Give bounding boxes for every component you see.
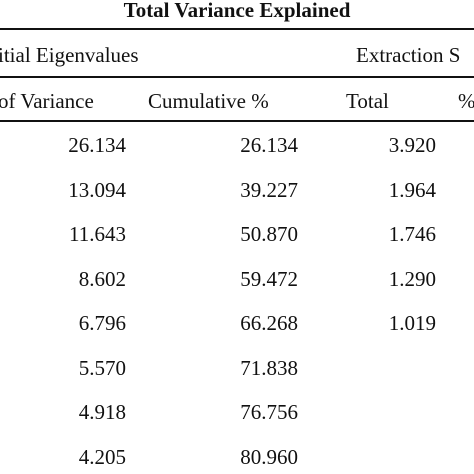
cell-variance: 5.570 [78,356,126,380]
cell-total: 1.019 [388,311,436,335]
col-header-pct: % [458,89,474,113]
cell-cumulative: 71.838 [240,356,298,380]
cell-variance: 6.796 [78,311,126,335]
cell-cumulative: 80.960 [240,445,298,469]
table-title: Total Variance Explained [123,0,351,22]
cell-total: 3.920 [388,133,436,157]
col-header-cumulative: Cumulative % [148,89,269,113]
cell-variance: 13.094 [68,178,126,202]
cell-cumulative: 66.268 [240,311,298,335]
col-header-total: Total [346,89,389,113]
top-rule [0,28,474,30]
col-header-variance: of Variance [0,89,94,113]
cell-cumulative: 76.756 [240,400,298,424]
header-rule [0,120,474,122]
group-header-initial-eigenvalues: itial Eigenvalues [0,43,139,67]
group-rule [0,76,474,78]
cell-cumulative: 59.472 [240,267,298,291]
cell-total: 1.746 [388,222,436,246]
group-header-extraction: Extraction S [356,43,461,67]
cell-variance: 11.643 [69,222,126,246]
cell-total: 1.964 [388,178,436,202]
cell-cumulative: 50.870 [240,222,298,246]
cell-variance: 4.205 [78,445,126,469]
cell-variance: 8.602 [78,267,126,291]
cell-cumulative: 39.227 [240,178,298,202]
cell-variance: 4.918 [78,400,126,424]
cell-cumulative: 26.134 [240,133,298,157]
cell-variance: 26.134 [68,133,126,157]
cell-total: 1.290 [388,267,436,291]
